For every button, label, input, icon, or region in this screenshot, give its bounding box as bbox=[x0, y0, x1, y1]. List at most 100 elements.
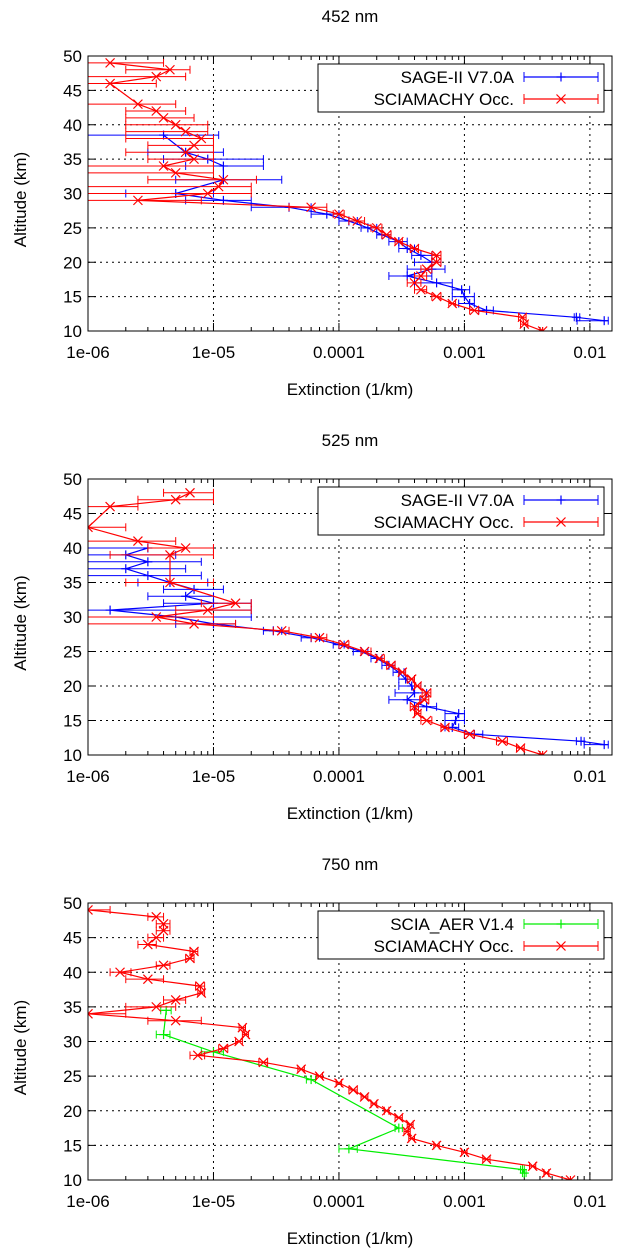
x-tick-label: 0.01 bbox=[573, 1192, 606, 1211]
data-point bbox=[137, 939, 157, 950]
data-point bbox=[409, 243, 420, 254]
chart-title: 750 nm bbox=[322, 855, 379, 874]
point-marker bbox=[165, 577, 175, 588]
point-marker bbox=[369, 1098, 379, 1109]
data-point bbox=[125, 147, 214, 158]
x-tick-label: 0.0001 bbox=[313, 1192, 365, 1211]
data-point bbox=[451, 292, 475, 302]
data-point bbox=[147, 154, 214, 165]
data-point bbox=[431, 257, 442, 268]
point-marker bbox=[276, 625, 287, 636]
point-marker bbox=[447, 298, 458, 309]
series-line bbox=[162, 1010, 525, 1174]
point-marker bbox=[170, 167, 181, 178]
legend-label: SCIAMACHY Occ. bbox=[374, 513, 514, 532]
legend-label: SCIAMACHY Occ. bbox=[374, 937, 514, 956]
point-marker bbox=[213, 181, 224, 192]
data-point bbox=[571, 312, 581, 322]
data-point bbox=[381, 1105, 392, 1116]
data-point bbox=[527, 1161, 538, 1172]
legend-marker bbox=[556, 94, 566, 104]
data-point bbox=[88, 557, 202, 567]
x-tick-label: 0.0001 bbox=[313, 343, 365, 362]
data-point bbox=[451, 285, 471, 295]
data-point bbox=[348, 216, 366, 226]
chart-title: 525 nm bbox=[322, 431, 379, 450]
series-line bbox=[110, 547, 605, 746]
x-tick-label: 1e-06 bbox=[66, 1192, 109, 1211]
x-tick-label: 1e-05 bbox=[192, 767, 235, 786]
data-point bbox=[431, 1140, 442, 1151]
data-point bbox=[88, 78, 157, 89]
data-point bbox=[314, 1071, 325, 1082]
data-point bbox=[88, 181, 252, 192]
point-marker bbox=[393, 1112, 404, 1123]
data-point bbox=[200, 598, 252, 609]
legend-label: SCIA_AER V1.4 bbox=[390, 915, 514, 934]
y-tick-label: 40 bbox=[63, 539, 82, 558]
point-marker bbox=[158, 925, 169, 936]
point-marker bbox=[170, 995, 181, 1005]
y-tick-label: 50 bbox=[63, 47, 82, 66]
data-point bbox=[519, 319, 530, 330]
data-point bbox=[481, 1154, 492, 1165]
y-tick-label: 25 bbox=[63, 219, 82, 238]
data-point bbox=[125, 119, 209, 130]
y-tick-label: 15 bbox=[63, 288, 82, 307]
data-point bbox=[388, 695, 422, 705]
legend-label: SAGE-II V7.0A bbox=[401, 68, 515, 87]
data-point bbox=[296, 1064, 307, 1075]
data-point bbox=[137, 494, 214, 505]
y-tick-label: 30 bbox=[63, 608, 82, 627]
point-marker bbox=[381, 229, 392, 240]
point-marker bbox=[258, 1057, 269, 1068]
point-marker bbox=[158, 161, 169, 171]
point-marker bbox=[88, 905, 93, 911]
data-point bbox=[469, 305, 480, 316]
point-marker bbox=[151, 612, 162, 622]
data-point bbox=[125, 64, 191, 75]
legend-marker bbox=[556, 517, 566, 527]
point-marker bbox=[352, 216, 363, 226]
series-line bbox=[88, 909, 571, 1180]
point-marker bbox=[386, 660, 396, 671]
data-point bbox=[447, 298, 458, 309]
data-point bbox=[88, 188, 252, 199]
data-point bbox=[185, 953, 195, 964]
data-point bbox=[537, 750, 548, 755]
x-tick-label: 0.001 bbox=[443, 767, 486, 786]
data-point bbox=[155, 1030, 171, 1040]
data-point bbox=[88, 522, 127, 533]
chart-panel: 452 nm 10 15 20 25 30 35 40 45 50 1e-06 1e-05 0.0001… bbox=[11, 7, 613, 399]
y-tick-label: 15 bbox=[63, 712, 82, 731]
point-marker bbox=[334, 209, 344, 220]
point-marker bbox=[565, 1175, 572, 1180]
point-marker bbox=[105, 57, 116, 68]
data-point bbox=[147, 932, 165, 943]
data-point bbox=[147, 1015, 202, 1026]
x-axis-label: Extinction (1/km) bbox=[287, 380, 414, 399]
data-point bbox=[288, 202, 328, 213]
point-marker bbox=[165, 549, 175, 560]
data-point bbox=[189, 946, 199, 957]
point-marker bbox=[202, 188, 213, 199]
x-axis-label: Extinction (1/km) bbox=[287, 1229, 414, 1248]
data-point bbox=[88, 57, 165, 68]
plot-frame bbox=[87, 478, 613, 756]
data-point bbox=[147, 911, 165, 922]
legend: SAGE-II V7.0A SCIAMACHY Occ. bbox=[317, 486, 605, 536]
data-point bbox=[374, 653, 385, 664]
data-point bbox=[237, 1022, 248, 1033]
data-point bbox=[515, 743, 526, 754]
point-marker bbox=[88, 909, 93, 915]
data-point bbox=[575, 736, 586, 746]
point-marker bbox=[519, 319, 530, 330]
y-tick-label: 20 bbox=[63, 253, 82, 272]
point-marker bbox=[170, 119, 181, 130]
point-marker bbox=[409, 243, 420, 254]
point-marker bbox=[431, 291, 442, 302]
data-point bbox=[88, 161, 214, 171]
y-tick-label: 30 bbox=[63, 1033, 82, 1052]
point-marker bbox=[133, 99, 143, 110]
